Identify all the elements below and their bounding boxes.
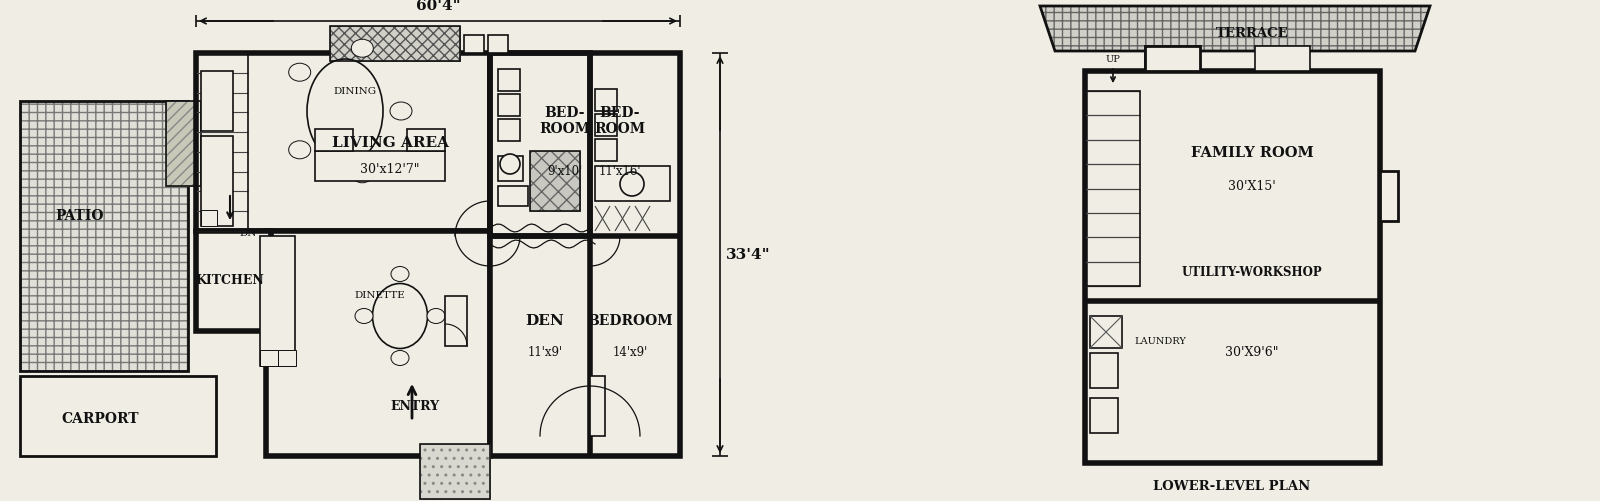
Bar [419,444,490,499]
Bar [530,151,579,211]
Ellipse shape [427,309,445,324]
Bar [595,139,618,161]
Text: 30'X15': 30'X15' [1229,179,1275,192]
Ellipse shape [390,102,413,120]
Ellipse shape [355,309,373,324]
Text: DINING: DINING [333,87,376,96]
Text: DN: DN [240,228,256,237]
Bar [195,231,270,331]
Text: BEDROOM: BEDROOM [587,314,674,328]
Bar [166,101,202,186]
Circle shape [621,172,643,196]
Bar [1146,46,1200,71]
Text: 30'x12'7": 30'x12'7" [360,162,419,175]
Text: FAMILY ROOM: FAMILY ROOM [1190,146,1314,160]
Bar [498,186,528,206]
Bar [259,350,278,366]
Text: 11'x16': 11'x16' [598,164,642,177]
Text: DEN: DEN [526,314,565,328]
Bar [498,94,520,116]
Bar [202,210,218,226]
Bar [595,114,618,136]
Text: ENTRY: ENTRY [390,399,440,412]
Bar [530,151,579,211]
Bar [490,53,590,236]
Bar [19,101,189,371]
Text: LAUNDRY: LAUNDRY [1134,337,1186,346]
Bar [406,129,445,151]
Text: PATIO: PATIO [56,209,104,223]
Bar [595,89,618,111]
Ellipse shape [373,284,427,349]
Bar [490,53,680,456]
Text: BED-
ROOM: BED- ROOM [539,106,590,136]
Text: 60'4": 60'4" [416,0,461,13]
Bar [315,129,354,151]
Ellipse shape [288,141,310,159]
Bar [490,53,590,236]
Ellipse shape [307,59,382,163]
Bar [315,151,445,181]
Bar [1379,171,1398,221]
Bar [1254,46,1310,71]
Bar [1085,71,1379,463]
Bar [195,53,490,231]
Bar [590,376,605,436]
Bar [1146,46,1200,71]
Bar [330,26,461,61]
Bar [259,236,294,366]
Text: KITCHEN: KITCHEN [195,275,264,288]
Ellipse shape [288,63,310,81]
Bar [202,71,234,131]
Circle shape [499,154,520,174]
Ellipse shape [352,39,373,57]
Bar [1085,91,1139,286]
Bar [202,136,234,226]
Bar [195,53,248,231]
Text: LIVING AREA: LIVING AREA [331,136,448,150]
Text: 11'x9': 11'x9' [528,347,563,360]
Ellipse shape [390,267,410,282]
Bar [330,26,461,61]
Bar [19,101,189,371]
Ellipse shape [352,165,373,183]
Bar [498,156,523,181]
Bar [419,444,490,499]
Text: DINETTE: DINETTE [355,292,405,301]
Text: LOWER-LEVEL PLAN: LOWER-LEVEL PLAN [1154,479,1310,492]
Bar [590,53,680,236]
Text: 14'x9': 14'x9' [613,347,648,360]
Bar [464,35,483,53]
Text: 33'4": 33'4" [726,248,770,262]
Bar [19,376,216,456]
Text: UP: UP [1106,55,1120,64]
Bar [590,53,680,236]
Bar [498,119,520,141]
Text: CARPORT: CARPORT [61,412,139,426]
Bar [166,101,202,186]
Bar [266,231,490,456]
Bar [445,296,467,346]
Text: UTILITY-WORKSHOP: UTILITY-WORKSHOP [1182,267,1322,280]
Bar [498,69,520,91]
Polygon shape [1040,6,1430,51]
Ellipse shape [390,351,410,366]
Bar [1090,398,1118,433]
Bar [595,166,670,201]
Text: BED-
ROOM: BED- ROOM [595,106,645,136]
Text: TERRACE: TERRACE [1216,27,1288,40]
Text: 9'x10': 9'x10' [547,164,582,177]
Bar [1090,316,1122,348]
Bar [278,350,296,366]
Bar [488,35,509,53]
Bar [1090,353,1118,388]
Text: 30'X9'6": 30'X9'6" [1226,347,1278,360]
